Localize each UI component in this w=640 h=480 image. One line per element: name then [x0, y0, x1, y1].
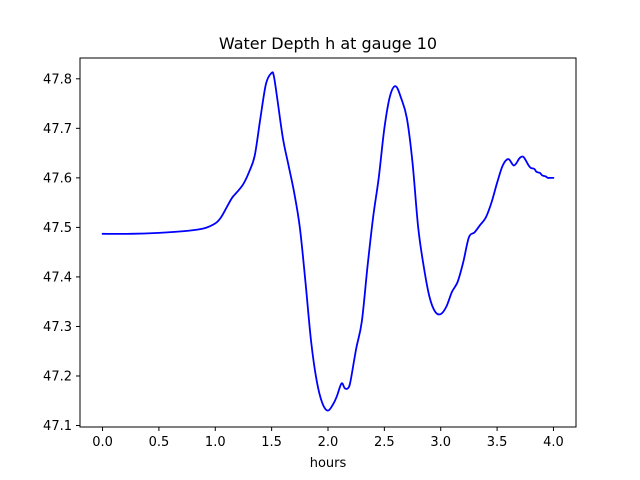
x-tick-label: 1.5	[261, 435, 282, 450]
y-tick-label: 47.2	[43, 369, 72, 384]
y-tick-label: 47.3	[43, 320, 72, 335]
y-tick-label: 47.8	[43, 72, 72, 87]
x-tick-label: 2.5	[374, 435, 395, 450]
plot-area	[80, 58, 576, 427]
y-tick-label: 47.5	[43, 221, 72, 236]
x-tick-label: 3.0	[430, 435, 451, 450]
y-tick-label: 47.7	[43, 122, 72, 137]
x-tick-label: 0.0	[92, 435, 113, 450]
x-tick-label: 1.0	[205, 435, 226, 450]
y-tick-label: 47.1	[43, 419, 72, 434]
chart-title: Water Depth h at gauge 10	[219, 34, 437, 53]
x-axis-label: hours	[310, 456, 347, 471]
y-tick-label: 47.6	[43, 171, 72, 186]
x-tick-label: 3.5	[487, 435, 508, 450]
x-tick-label: 2.0	[318, 435, 339, 450]
x-tick-label: 4.0	[543, 435, 564, 450]
series-line-0	[101, 71, 555, 412]
x-tick-label: 0.5	[149, 435, 170, 450]
y-tick-label: 47.4	[43, 270, 72, 285]
